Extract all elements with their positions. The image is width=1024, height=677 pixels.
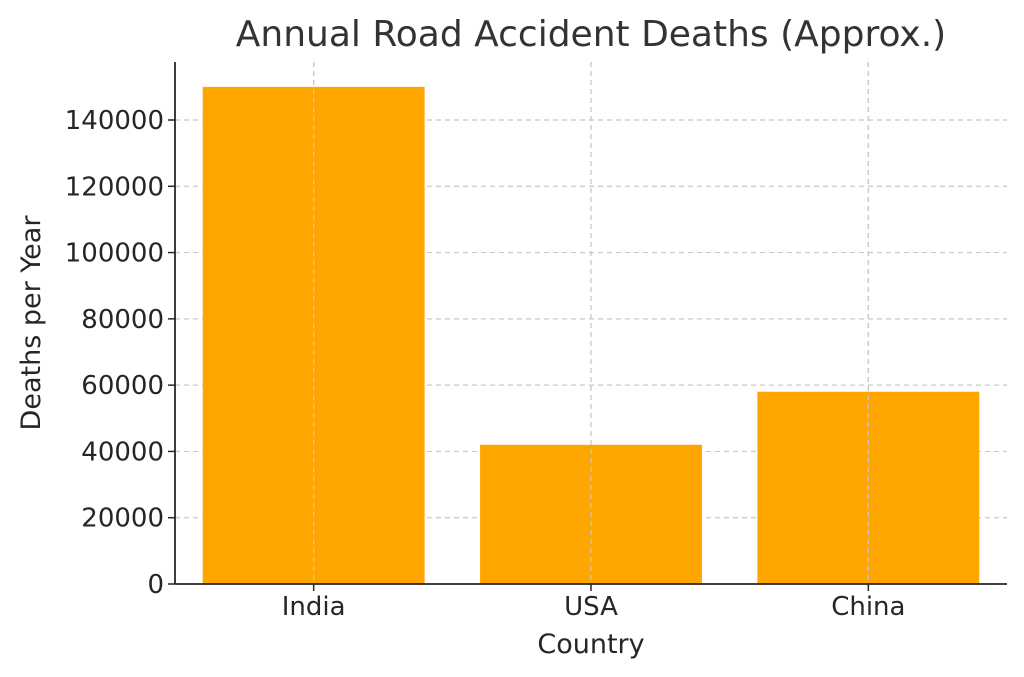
- x-tick-label: USA: [564, 592, 618, 622]
- y-tick-label: 20000: [81, 504, 164, 534]
- x-tick-label: China: [831, 592, 905, 622]
- y-axis-label: Deaths per Year: [16, 215, 47, 431]
- y-tick-label: 80000: [81, 305, 164, 335]
- y-tick-label: 140000: [65, 106, 164, 136]
- x-axis-label: Country: [537, 629, 644, 660]
- x-tick-label: India: [282, 592, 346, 622]
- tick-layer: 0 20000 40000 60000 80000 100000 120000 140000 I…: [65, 106, 906, 622]
- y-tick-label: 100000: [65, 239, 164, 269]
- y-tick-label: 40000: [81, 437, 164, 467]
- y-tick-label: 0: [147, 570, 164, 600]
- y-tick-label: 60000: [81, 371, 164, 401]
- bar-layer: [202, 62, 980, 584]
- y-tick-label: 120000: [65, 172, 164, 202]
- chart-title: Annual Road Accident Deaths (Approx.): [236, 14, 946, 55]
